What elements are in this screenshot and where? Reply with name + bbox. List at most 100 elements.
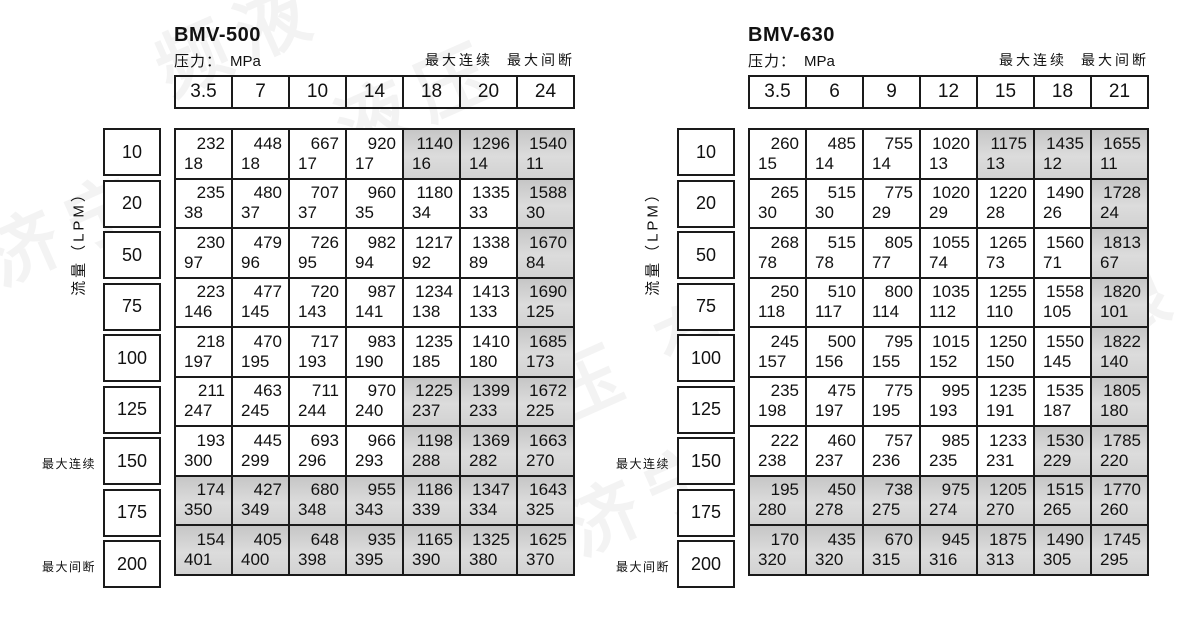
cell-top-value: 405	[253, 529, 282, 549]
cell-bottom-value: 12	[1043, 153, 1062, 173]
value-cell: 1655 11	[1090, 128, 1149, 180]
flow-cell: 150	[677, 437, 735, 486]
cell-top-value: 1672	[529, 381, 567, 401]
cell-bottom-value: 180	[469, 351, 498, 371]
cell-top-value: 775	[884, 381, 913, 401]
value-cell: 707 37	[288, 177, 347, 229]
cell-top-value: 805	[884, 232, 913, 252]
value-cell: 235 198	[748, 375, 807, 427]
cell-top-value: 970	[367, 381, 396, 401]
cell-bottom-value: 101	[1100, 302, 1129, 322]
flow-cell: 125	[103, 385, 161, 434]
max-intermittent-label: 最大间断	[41, 560, 96, 575]
value-cell: 230 97	[174, 227, 233, 279]
cell-bottom-value: 280	[758, 500, 787, 520]
cell-bottom-value: 296	[298, 450, 327, 470]
value-cell: 480 37	[231, 177, 290, 229]
cell-bottom-value: 237	[815, 450, 844, 470]
cell-top-value: 245	[770, 331, 799, 351]
value-cell: 1413 133	[459, 276, 518, 328]
cell-bottom-value: 270	[986, 500, 1015, 520]
value-cell: 1338 89	[459, 227, 518, 279]
cell-top-value: 445	[253, 430, 282, 450]
value-cell: 1205 270	[976, 474, 1035, 526]
value-cell: 1265 73	[976, 227, 1035, 279]
cell-bottom-value: 95	[298, 252, 317, 272]
value-cell: 479 96	[231, 227, 290, 279]
value-cell: 245 157	[748, 326, 807, 378]
table-row: 245 157 500 156 795 155 1015 152 1250 150 1550 145 1…	[748, 326, 1149, 378]
value-cell: 1490 26	[1033, 177, 1092, 229]
cell-top-value: 1515	[1046, 480, 1084, 500]
cell-bottom-value: 247	[184, 401, 213, 421]
value-cell: 1020 29	[919, 177, 978, 229]
value-cell: 1035 112	[919, 276, 978, 328]
cell-bottom-value: 401	[184, 549, 213, 569]
cell-top-value: 230	[196, 232, 225, 252]
value-cell: 1296 14	[459, 128, 518, 180]
value-cell: 987 141	[345, 276, 404, 328]
pressure-axis-label: 压力： MPa	[174, 50, 261, 71]
table-row: 268 78 515 78 805 77 1055 74 1265 73 1560 71 1813 67	[748, 227, 1149, 279]
table-row: 222 238 460 237 757 236 985 235 1233 231 1530 229 17…	[748, 425, 1149, 477]
pressure-header-cell: 24	[516, 75, 575, 109]
value-cell: 1822 140	[1090, 326, 1149, 378]
table-bmv-500: BMV-500 压力： MPa 最大连续 最大间断 3.5 7 10 14 18 20 24 2…	[41, 24, 575, 589]
cell-top-value: 1560	[1046, 232, 1084, 252]
cell-top-value: 450	[827, 480, 856, 500]
cell-bottom-value: 37	[298, 203, 317, 223]
cell-top-value: 1186	[416, 480, 453, 500]
cell-top-value: 235	[196, 183, 225, 203]
pressure-header-cell: 20	[459, 75, 518, 109]
cell-bottom-value: 282	[469, 450, 498, 470]
cell-bottom-value: 84	[526, 252, 545, 272]
max-continuous-label: 最大连续	[615, 457, 670, 472]
value-cell: 795 155	[862, 326, 921, 378]
cell-bottom-value: 145	[1043, 351, 1072, 371]
cell-bottom-value: 11	[1100, 153, 1118, 173]
cell-bottom-value: 145	[241, 302, 270, 322]
cell-top-value: 260	[770, 133, 799, 153]
value-cell: 223 146	[174, 276, 233, 328]
table-row: 230 97 479 96 726 95 982 94 1217 92 1338 89 1670 84	[174, 227, 575, 279]
value-cell: 1217 92	[402, 227, 461, 279]
value-cell: 1250 150	[976, 326, 1035, 378]
flow-cell: 50	[677, 231, 735, 280]
cell-bottom-value: 105	[1043, 302, 1072, 322]
value-cell: 1820 101	[1090, 276, 1149, 328]
cell-bottom-value: 17	[355, 153, 374, 173]
value-cell: 720 143	[288, 276, 347, 328]
cell-bottom-value: 29	[872, 203, 891, 223]
cell-top-value: 795	[884, 331, 913, 351]
flow-cell: 10	[103, 128, 161, 176]
cell-bottom-value: 400	[241, 549, 270, 569]
pressure-label: 压力：	[174, 53, 223, 70]
cell-top-value: 1490	[1046, 183, 1084, 203]
value-cell: 1813 67	[1090, 227, 1149, 279]
cell-top-value: 470	[253, 331, 282, 351]
value-cell: 463 245	[231, 375, 290, 427]
cell-top-value: 1540	[529, 133, 567, 153]
cell-bottom-value: 30	[815, 203, 834, 223]
pressure-label: 压力：	[748, 53, 797, 70]
value-cell: 982 94	[345, 227, 404, 279]
legend: 最大连续 最大间断	[174, 50, 575, 70]
cell-top-value: 1255	[989, 282, 1027, 302]
value-cell: 920 17	[345, 128, 404, 180]
cell-bottom-value: 38	[184, 203, 203, 223]
cell-bottom-value: 275	[872, 500, 901, 520]
cell-top-value: 1875	[989, 529, 1027, 549]
cell-bottom-value: 118	[758, 302, 786, 322]
max-continuous-label: 最大连续	[41, 457, 96, 472]
cell-top-value: 1233	[989, 430, 1027, 450]
cell-top-value: 1663	[529, 430, 567, 450]
table-row: 223 146 477 145 720 143 987 141 1234 138 1413 133 16…	[174, 276, 575, 328]
cell-top-value: 515	[827, 183, 856, 203]
cell-top-value: 985	[941, 430, 970, 450]
cell-bottom-value: 74	[929, 252, 948, 272]
cell-bottom-value: 17	[298, 153, 317, 173]
cell-bottom-value: 233	[469, 401, 498, 421]
cell-bottom-value: 198	[758, 401, 787, 421]
cell-bottom-value: 231	[986, 450, 1015, 470]
value-cell: 1225 237	[402, 375, 461, 427]
